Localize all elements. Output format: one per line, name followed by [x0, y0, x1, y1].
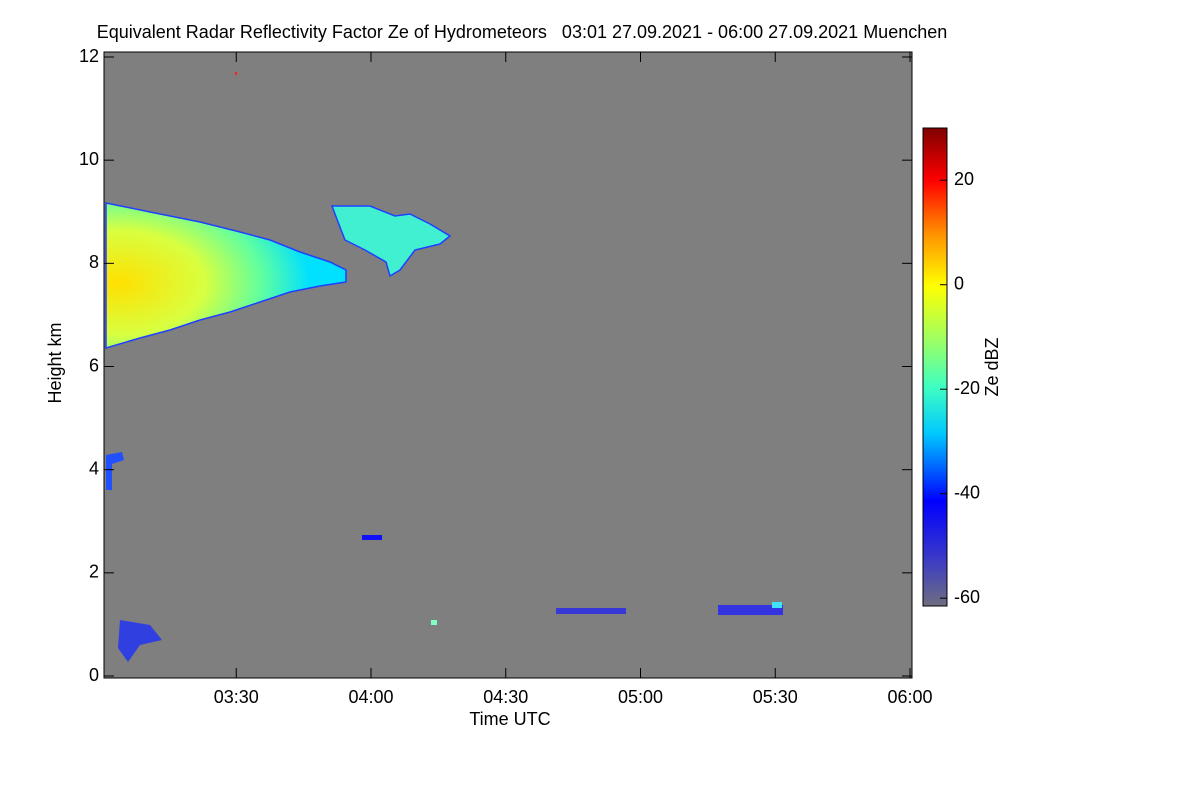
y-axis-label: Height km — [45, 322, 65, 403]
y-tick-label: 8 — [89, 252, 99, 272]
y-tick-label: 10 — [79, 149, 99, 169]
colorbar-tick-label: -60 — [954, 587, 980, 607]
x-tick-label: 03:30 — [214, 687, 259, 707]
echo-speck — [118, 620, 162, 662]
echo-speck — [556, 608, 626, 614]
echo-speck — [431, 620, 437, 625]
y-tick-label: 2 — [89, 562, 99, 582]
x-tick-label: 05:30 — [753, 687, 798, 707]
y-tick-label: 6 — [89, 355, 99, 375]
colorbar-tick-label: -40 — [954, 482, 980, 502]
x-tick-label: 05:00 — [618, 687, 663, 707]
echo-speck — [718, 605, 783, 615]
echo-speck — [106, 452, 124, 490]
echo-speck — [772, 602, 782, 608]
y-tick-label: 12 — [79, 46, 99, 66]
echo-speck — [362, 535, 382, 540]
x-tick-label: 04:30 — [483, 687, 528, 707]
colorbar-label: Ze dBZ — [982, 337, 1002, 396]
chart-title: Equivalent Radar Reflectivity Factor Ze … — [97, 22, 948, 42]
y-tick-label: 4 — [89, 458, 99, 478]
plot-area — [104, 52, 912, 678]
x-axis-label: Time UTC — [469, 709, 550, 729]
echoes — [105, 72, 783, 662]
colorbar-tick-label: -20 — [954, 378, 980, 398]
y-tick-label: 0 — [89, 665, 99, 685]
echo-speck — [235, 72, 237, 75]
cloud-echo — [330, 205, 452, 278]
cloud-echo — [105, 202, 347, 350]
x-tick-label: 06:00 — [887, 687, 932, 707]
colorbar-tick-label: 0 — [954, 273, 964, 293]
x-tick-label: 04:00 — [348, 687, 393, 707]
colorbar — [922, 127, 948, 607]
plot-frame — [103, 51, 913, 679]
colorbar-tick-label: 20 — [954, 169, 974, 189]
